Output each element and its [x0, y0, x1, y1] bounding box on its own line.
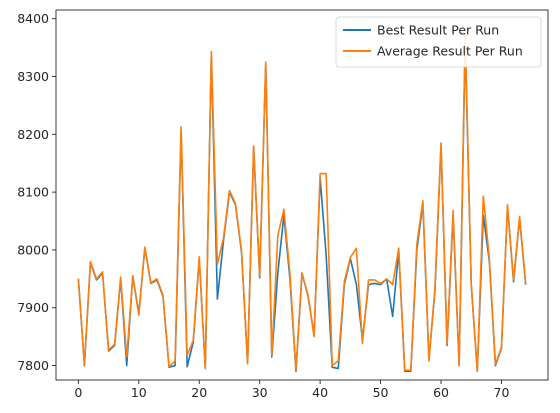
y-axis-ticks: 7800 7900 8000 8100 8200 8300 8400: [17, 11, 56, 373]
x-axis-ticks: 0 10 20 30 40 50 60 70: [74, 380, 509, 400]
x-tick-label: 20: [191, 385, 207, 400]
legend-label-best: Best Result Per Run: [377, 23, 499, 38]
y-tick-label: 8400: [17, 11, 49, 26]
y-tick-label: 8300: [17, 69, 49, 84]
y-tick-label: 8000: [17, 242, 49, 257]
series-line-average: [77, 32, 527, 373]
x-tick-label: 30: [252, 385, 268, 400]
y-tick-label: 8100: [17, 185, 49, 200]
legend: Best Result Per Run Average Result Per R…: [335, 16, 542, 68]
legend-box: [335, 16, 542, 68]
x-tick-label: 10: [131, 385, 147, 400]
x-tick-label: 70: [494, 385, 510, 400]
legend-label-average: Average Result Per Run: [377, 44, 523, 59]
plot-frame: [55, 9, 549, 381]
x-tick-label: 0: [74, 385, 82, 400]
y-tick-label: 7800: [17, 358, 49, 373]
x-tick-label: 60: [433, 385, 449, 400]
y-tick-label: 8200: [17, 127, 49, 142]
x-tick-label: 40: [312, 385, 328, 400]
y-tick-label: 7900: [17, 300, 49, 315]
series-lines: [77, 32, 527, 373]
x-tick-label: 50: [373, 385, 389, 400]
